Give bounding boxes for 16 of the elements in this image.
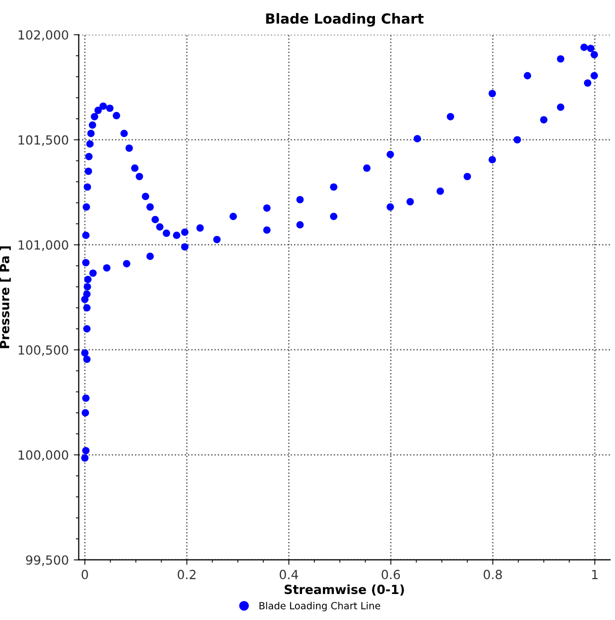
- chart-title: Blade Loading Chart: [266, 13, 424, 27]
- x-axis-title: Streamwise (0-1): [284, 584, 404, 596]
- y-tick-label: 100,500: [18, 345, 68, 356]
- y-tick-label: 102,000: [18, 30, 68, 41]
- y-tick-label: 101,000: [18, 240, 68, 251]
- x-tick-label: 1: [592, 570, 598, 580]
- x-tick-label: 0.6: [382, 570, 400, 580]
- y-tick-label: 99,500: [26, 555, 68, 566]
- legend-label: Blade Loading Chart Line: [260, 602, 380, 612]
- y-tick-label: 100,000: [18, 450, 68, 462]
- x-tick-label: 0.4: [280, 570, 298, 580]
- x-tick-label: 0.2: [178, 570, 196, 580]
- x-tick-label: 0.8: [484, 570, 502, 580]
- x-tick-label: 0: [82, 570, 88, 580]
- y-tick-label: 101,500: [18, 135, 68, 146]
- y-axis-title: Pressure [ Pa ]: [0, 246, 11, 348]
